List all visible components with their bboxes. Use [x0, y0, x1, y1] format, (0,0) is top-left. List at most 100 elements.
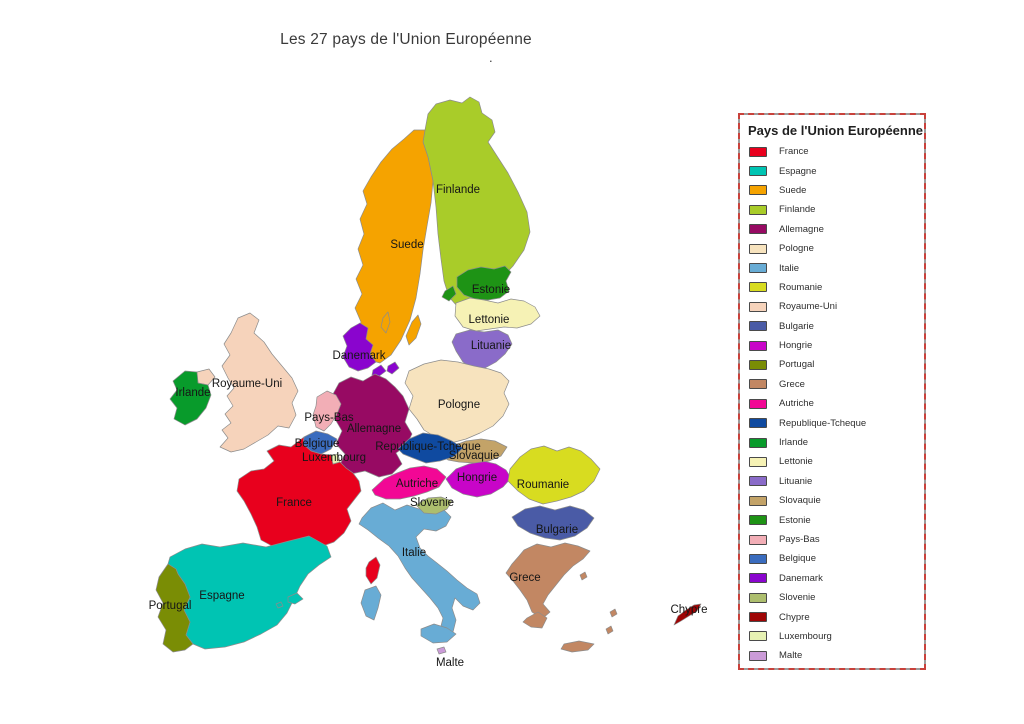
legend-item-label: Autriche — [779, 398, 814, 410]
country-malte — [436, 646, 447, 655]
country-italie-sardaigne — [360, 585, 382, 621]
legend-item-france: France — [749, 142, 924, 161]
legend-item-chypre: Chypre — [749, 607, 924, 626]
legend-item-estonie: Estonie — [749, 510, 924, 529]
legend-swatch-royaume-uni — [749, 301, 767, 312]
map-label-chypre: Chypre — [670, 604, 707, 616]
country-bulgarie — [511, 505, 595, 541]
legend-item-label: Malte — [779, 650, 803, 662]
map-label-malte: Malte — [436, 657, 464, 669]
map-label-slovenie: Slovenie — [410, 497, 454, 509]
legend-swatch-malte — [749, 650, 767, 661]
country-espagne — [167, 535, 332, 650]
legend-swatch-france — [749, 146, 767, 157]
map-label-slovaquie: Slovaquie — [449, 450, 500, 462]
map-label-roumanie: Roumanie — [517, 479, 569, 491]
map-labels: Finlande Suede Estonie Lettonie Lituanie Dane… — [149, 184, 708, 669]
map-label-lituanie: Lituanie — [471, 340, 511, 352]
legend-item-suede: Suede — [749, 181, 924, 200]
map-label-italie: Italie — [402, 547, 426, 559]
country-estonie-island — [441, 285, 457, 302]
country-suede — [354, 129, 434, 364]
legend-swatch-italie — [749, 263, 767, 274]
legend-item-finlande: Finlande — [749, 200, 924, 219]
country-grece-island — [605, 625, 614, 635]
country-slovaquie — [442, 438, 508, 464]
map-label-belgique: Belgique — [295, 438, 340, 450]
legend-item-belgique: Belgique — [749, 549, 924, 568]
legend-item-luxembourg: Luxembourg — [749, 627, 924, 646]
country-allemagne — [332, 373, 413, 478]
map-label-france: France — [276, 497, 312, 509]
legend-item-label: Slovaquie — [779, 495, 821, 507]
country-grece-crete — [560, 640, 595, 653]
legend: Pays de l'Union Européenne France Espagne… — [738, 113, 926, 670]
map-label-bulgarie: Bulgarie — [536, 524, 578, 536]
legend-swatch-bulgarie — [749, 321, 767, 332]
legend-item-label: Roumanie — [779, 281, 823, 293]
country-grece — [505, 542, 591, 620]
legend-item-grece: Grece — [749, 375, 924, 394]
legend-item-royaume-uni: Royaume-Uni — [749, 297, 924, 316]
legend-item-autriche: Autriche — [749, 394, 924, 413]
country-irlande — [169, 370, 212, 426]
legend-swatch-slovenie — [749, 592, 767, 603]
country-suede-gotland — [405, 314, 422, 346]
legend-item-label: Espagne — [779, 165, 817, 177]
country-roumanie — [507, 445, 601, 505]
legend-item-republique-tcheque: Republique-Tcheque — [749, 413, 924, 432]
map-label-irlande: Irlande — [175, 387, 210, 399]
legend-item-danemark: Danemark — [749, 569, 924, 588]
map-label-luxembourg: Luxembourg — [302, 452, 366, 464]
legend-item-label: Luxembourg — [779, 630, 832, 642]
legend-swatch-lettonie — [749, 456, 767, 467]
map-label-pologne: Pologne — [438, 399, 480, 411]
legend-item-label: Grece — [779, 378, 805, 390]
legend-item-label: Italie — [779, 262, 800, 274]
legend-item-malte: Malte — [749, 646, 924, 665]
legend-item-label: Irlande — [779, 437, 809, 449]
legend-title: Pays de l'Union Européenne — [748, 123, 924, 138]
legend-item-label: Hongrie — [779, 340, 813, 352]
legend-swatch-espagne — [749, 166, 767, 177]
legend-swatch-hongrie — [749, 340, 767, 351]
legend-swatch-finlande — [749, 204, 767, 215]
legend-item-label: Estonie — [779, 514, 811, 526]
map-label-espagne: Espagne — [199, 590, 244, 602]
country-france-corse — [365, 556, 381, 585]
legend-rows: France Espagne Suede Finlande Allemagne Polog… — [749, 142, 924, 666]
legend-item-label: Pologne — [779, 243, 814, 255]
legend-item-label: Danemark — [779, 572, 823, 584]
country-suede-oland — [380, 311, 391, 334]
legend-swatch-portugal — [749, 359, 767, 370]
map-label-allemagne: Allemagne — [347, 423, 401, 435]
legend-item-label: Chypre — [779, 611, 810, 623]
legend-swatch-chypre — [749, 612, 767, 623]
legend-swatch-grece — [749, 379, 767, 390]
legend-item-label: Lettonie — [779, 456, 813, 468]
legend-item-label: Royaume-Uni — [779, 301, 838, 313]
legend-swatch-autriche — [749, 398, 767, 409]
legend-item-pays-bas: Pays-Bas — [749, 530, 924, 549]
country-espagne-baleares — [287, 592, 304, 605]
map-label-estonie: Estonie — [472, 284, 510, 296]
legend-item-bulgarie: Bulgarie — [749, 317, 924, 336]
country-italie-sicile — [420, 623, 457, 644]
page-title: Les 27 pays de l'Union Européenne — [280, 31, 532, 48]
country-lituanie — [451, 329, 513, 370]
country-chypre — [673, 603, 702, 626]
legend-swatch-slovaquie — [749, 495, 767, 506]
country-pologne — [404, 359, 510, 444]
map-label-portugal: Portugal — [149, 600, 192, 612]
map-label-grece: Grece — [509, 572, 540, 584]
legend-item-italie: Italie — [749, 258, 924, 277]
legend-swatch-roumanie — [749, 282, 767, 293]
country-republique-tcheque — [397, 432, 464, 464]
legend-item-lettonie: Lettonie — [749, 452, 924, 471]
country-autriche — [371, 465, 447, 500]
legend-item-label: Finlande — [779, 204, 816, 216]
map-label-finlande: Finlande — [436, 184, 480, 196]
country-estonie — [456, 265, 512, 301]
legend-item-label: Lituanie — [779, 475, 813, 487]
